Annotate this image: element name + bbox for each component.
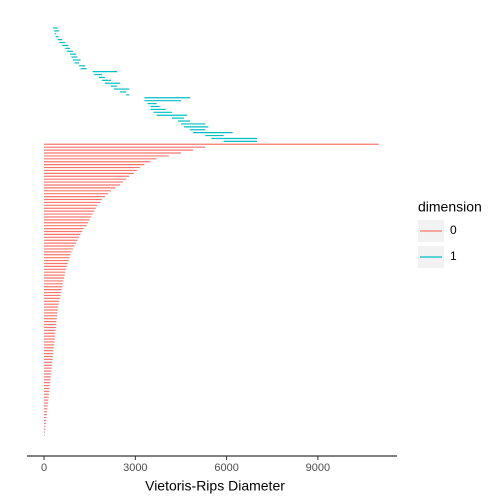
x-tick-label: 6000	[214, 462, 238, 474]
x-axis-label: Vietoris-Rips Diameter	[145, 478, 285, 494]
x-tick-label: 9000	[306, 462, 330, 474]
legend-label: 0	[450, 223, 457, 237]
x-tick-label: 3000	[123, 462, 147, 474]
legend-title: dimension	[418, 199, 482, 215]
x-tick-label: 0	[41, 462, 47, 474]
legend-label: 1	[450, 249, 457, 263]
